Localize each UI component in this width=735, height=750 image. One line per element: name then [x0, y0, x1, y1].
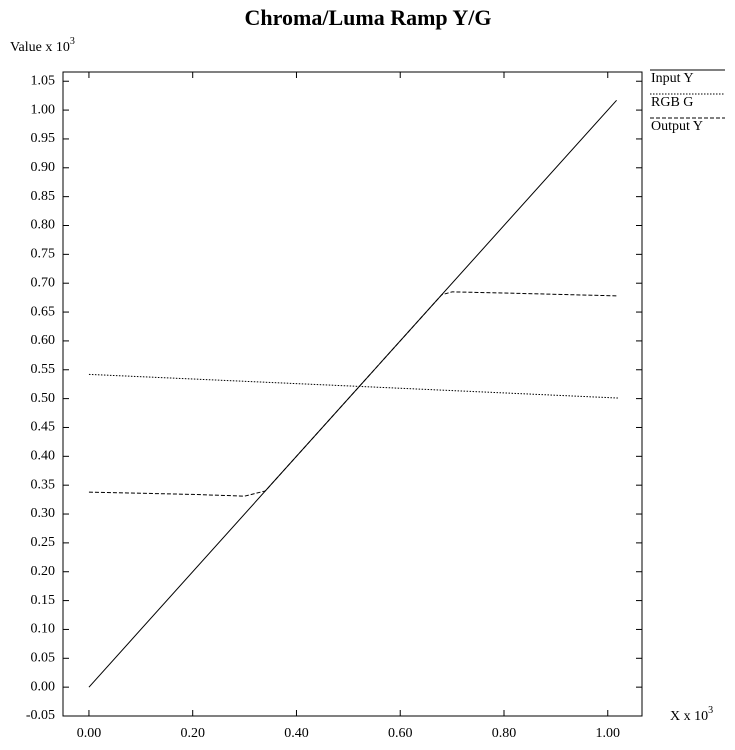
y-tick-label: 0.30 [31, 506, 56, 521]
x-label-exponent: 3 [708, 705, 713, 716]
y-tick-label: 0.95 [31, 131, 56, 146]
legend-label: RGB G [651, 95, 693, 110]
y-tick-label: -0.05 [26, 708, 55, 723]
legend-label: Output Y [651, 119, 703, 134]
plot-frame [62, 71, 643, 717]
legend-label: Input Y [651, 71, 694, 86]
y-tick-label: 0.85 [31, 189, 56, 204]
y-label-text: Value x 10 [10, 40, 70, 55]
y-tick-label: 0.10 [31, 622, 56, 637]
y-tick-label: 0.20 [31, 564, 56, 579]
y-tick-label: 0.40 [31, 449, 56, 464]
y-tick-label: 0.15 [31, 593, 56, 608]
y-tick-label: 0.00 [31, 679, 56, 694]
y-tick-label: 0.90 [31, 160, 56, 175]
y-tick-label: 0.70 [31, 275, 56, 290]
y-tick-label: 0.65 [31, 304, 56, 319]
series-line [88, 373, 619, 399]
series-line [88, 291, 619, 497]
y-tick-label: 0.55 [31, 362, 56, 377]
x-tick-label: 0.60 [388, 726, 413, 741]
y-tick-label: 0.45 [31, 420, 56, 435]
y-tick-label: 1.05 [31, 73, 56, 88]
x-axis-label: X x 103 [670, 705, 713, 724]
y-tick-label: 1.00 [31, 102, 56, 117]
y-label-exponent: 3 [70, 36, 75, 47]
x-tick-label: 1.00 [596, 726, 621, 741]
y-tick-label: 0.35 [31, 477, 56, 492]
x-tick-label: 0.80 [492, 726, 517, 741]
x-tick-label: 0.40 [284, 726, 309, 741]
y-tick-label: 0.50 [31, 391, 56, 406]
y-tick-label: 0.25 [31, 535, 56, 550]
x-tick-label: 0.20 [180, 726, 205, 741]
chart-title: Chroma/Luma Ramp Y/G [245, 5, 492, 30]
y-axis-label: Value x 103 [10, 36, 75, 55]
x-label-text: X x 10 [670, 709, 708, 724]
y-tick-label: 0.60 [31, 333, 56, 348]
y-tick-label: 0.05 [31, 651, 56, 666]
y-tick-label: 0.75 [31, 247, 56, 262]
x-tick-label: 0.00 [77, 726, 102, 741]
y-tick-label: 0.80 [31, 218, 56, 233]
